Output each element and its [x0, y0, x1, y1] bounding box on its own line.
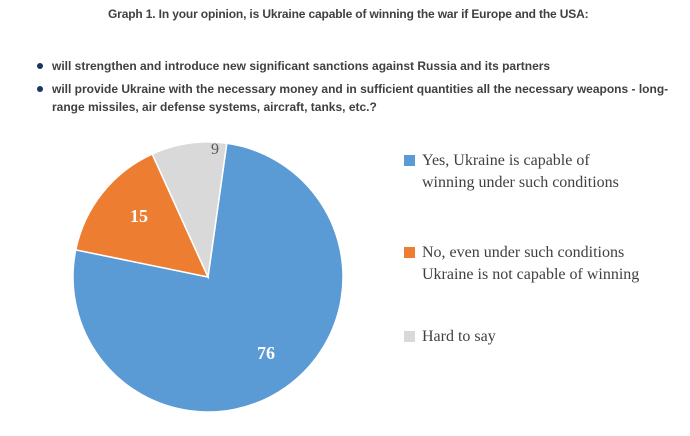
bullet-icon: [37, 63, 43, 69]
bullet-text: will strengthen and introduce new signif…: [52, 59, 551, 73]
legend-swatch-no: [404, 247, 415, 258]
legend-item: Yes, Ukraine is capable of winning under…: [404, 150, 644, 194]
pie-slice-2: [151, 141, 228, 280]
pie-slice-1: [74, 153, 210, 279]
legend-label: No, even under such conditions Ukraine i…: [422, 244, 640, 283]
pie-value-label: 15: [130, 206, 148, 226]
bullet-item: will provide Ukraine with the necessary …: [30, 80, 670, 116]
legend-label: Hard to say: [422, 328, 496, 345]
legend-label: Yes, Ukraine is capable of winning under…: [422, 152, 619, 191]
legend-swatch-yes: [404, 155, 415, 166]
pie-chart: 76 15 9: [72, 141, 344, 413]
bullet-icon: [37, 86, 43, 92]
legend-swatch-hard-to-say: [404, 331, 415, 342]
chart-title: Graph 1. In your opinion, is Ukraine cap…: [108, 7, 589, 21]
pie-value-label: 9: [211, 141, 219, 158]
chart-legend: Yes, Ukraine is capable of winning under…: [404, 150, 644, 410]
bullet-item: will strengthen and introduce new signif…: [30, 57, 670, 75]
pie-value-label: 76: [257, 343, 275, 363]
legend-item: Hard to say: [404, 326, 644, 348]
legend-item: No, even under such conditions Ukraine i…: [404, 242, 644, 286]
bullet-text: will provide Ukraine with the necessary …: [52, 82, 669, 114]
bullet-list: will strengthen and introduce new signif…: [30, 57, 670, 121]
